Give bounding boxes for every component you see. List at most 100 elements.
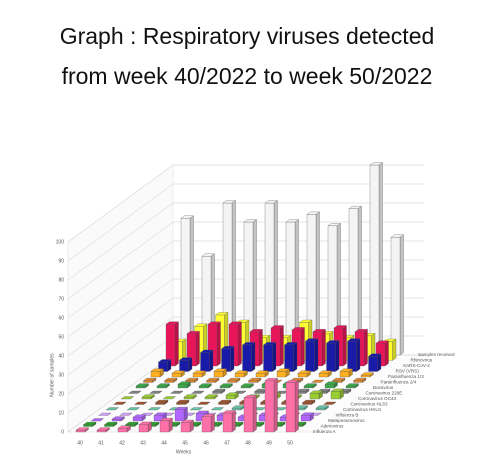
bar-front — [318, 373, 329, 378]
y-tick-label: 0 — [61, 429, 64, 435]
bar — [201, 414, 215, 433]
bar-front — [339, 371, 350, 378]
bar-front — [174, 409, 185, 422]
bar-top — [240, 383, 254, 387]
bar — [162, 396, 176, 400]
bar-front — [243, 397, 254, 433]
bar-top — [117, 425, 131, 429]
bar-side — [293, 342, 298, 372]
bar — [191, 390, 205, 394]
bar-side — [294, 379, 299, 433]
bar — [330, 388, 344, 400]
bar-side — [273, 377, 278, 433]
y-tick-label: 100 — [56, 239, 65, 245]
bar-top — [369, 162, 383, 166]
bar-top — [155, 399, 169, 403]
bar-top — [165, 321, 179, 325]
bar-front — [347, 340, 357, 372]
bar-front — [200, 352, 210, 372]
bar-front — [369, 164, 380, 356]
bar — [210, 407, 224, 411]
bar — [221, 345, 235, 372]
bar-top — [156, 383, 170, 387]
bar-front — [390, 237, 401, 356]
y-tick-label: 70 — [58, 296, 64, 302]
bar-front — [192, 373, 203, 378]
bar — [159, 417, 173, 433]
bar-top — [299, 319, 313, 323]
legend-label: Metapneumovirus — [328, 418, 365, 423]
bar-top — [185, 377, 199, 381]
bar — [138, 421, 152, 433]
bar-side — [231, 410, 236, 433]
bar — [126, 407, 140, 411]
bar-top — [222, 410, 236, 414]
bar — [174, 406, 188, 422]
grid-line — [67, 278, 174, 357]
bar-front — [240, 385, 251, 389]
bar-top — [197, 401, 211, 405]
bar-top — [263, 342, 277, 346]
bar-side — [384, 340, 389, 367]
bar — [318, 370, 332, 378]
legend-label: Coronavirus HKU1 — [343, 407, 382, 412]
y-tick-label: 20 — [58, 391, 64, 397]
bar-side — [335, 340, 340, 372]
bar — [119, 412, 133, 416]
bar — [111, 416, 125, 422]
bar — [197, 401, 211, 405]
bar-top — [264, 378, 278, 381]
bar-front — [75, 429, 86, 433]
bar — [326, 340, 340, 372]
bar-top — [183, 394, 197, 398]
bar-top — [212, 388, 226, 392]
bar-top — [195, 410, 209, 414]
grid-line — [67, 316, 174, 395]
bar-top — [354, 329, 368, 332]
bar — [180, 419, 194, 433]
bar-top — [227, 377, 241, 381]
bar-top — [149, 390, 163, 394]
y-tick-label: 90 — [58, 258, 64, 264]
bar — [305, 338, 319, 372]
bar-top — [105, 407, 119, 411]
bar-top — [125, 421, 139, 425]
bar-top — [323, 401, 337, 405]
x-tick-label: 47 — [224, 440, 230, 446]
bar — [120, 396, 134, 400]
bar-front — [219, 385, 230, 389]
bar-top — [234, 370, 248, 374]
legend-label: RSV (VRS) — [396, 369, 420, 374]
bar — [128, 390, 142, 394]
bar — [90, 418, 104, 422]
bar-top — [194, 323, 208, 327]
bar-front — [176, 402, 186, 405]
bar-front — [353, 380, 363, 383]
bar-front — [285, 382, 296, 433]
bar-top — [309, 390, 323, 394]
bar-front — [179, 359, 189, 372]
bar — [243, 395, 257, 433]
bar-front — [111, 418, 122, 422]
bar-front — [368, 356, 378, 372]
bar — [231, 405, 245, 411]
grid-line — [67, 335, 174, 414]
bar — [141, 394, 155, 400]
bar — [324, 381, 338, 389]
bar — [143, 377, 157, 383]
bar — [284, 342, 298, 372]
bar-top — [285, 219, 299, 223]
bar-top — [284, 342, 298, 346]
bar — [222, 410, 236, 433]
legend-label: Influenza A — [313, 429, 337, 434]
bar-top — [119, 412, 133, 416]
bar — [309, 390, 323, 400]
bar-front — [248, 380, 258, 383]
bar — [213, 368, 227, 378]
bar-top — [180, 215, 194, 219]
bar — [147, 407, 161, 411]
bar — [189, 407, 203, 411]
bar-side — [174, 321, 179, 367]
bar-top — [104, 421, 118, 425]
